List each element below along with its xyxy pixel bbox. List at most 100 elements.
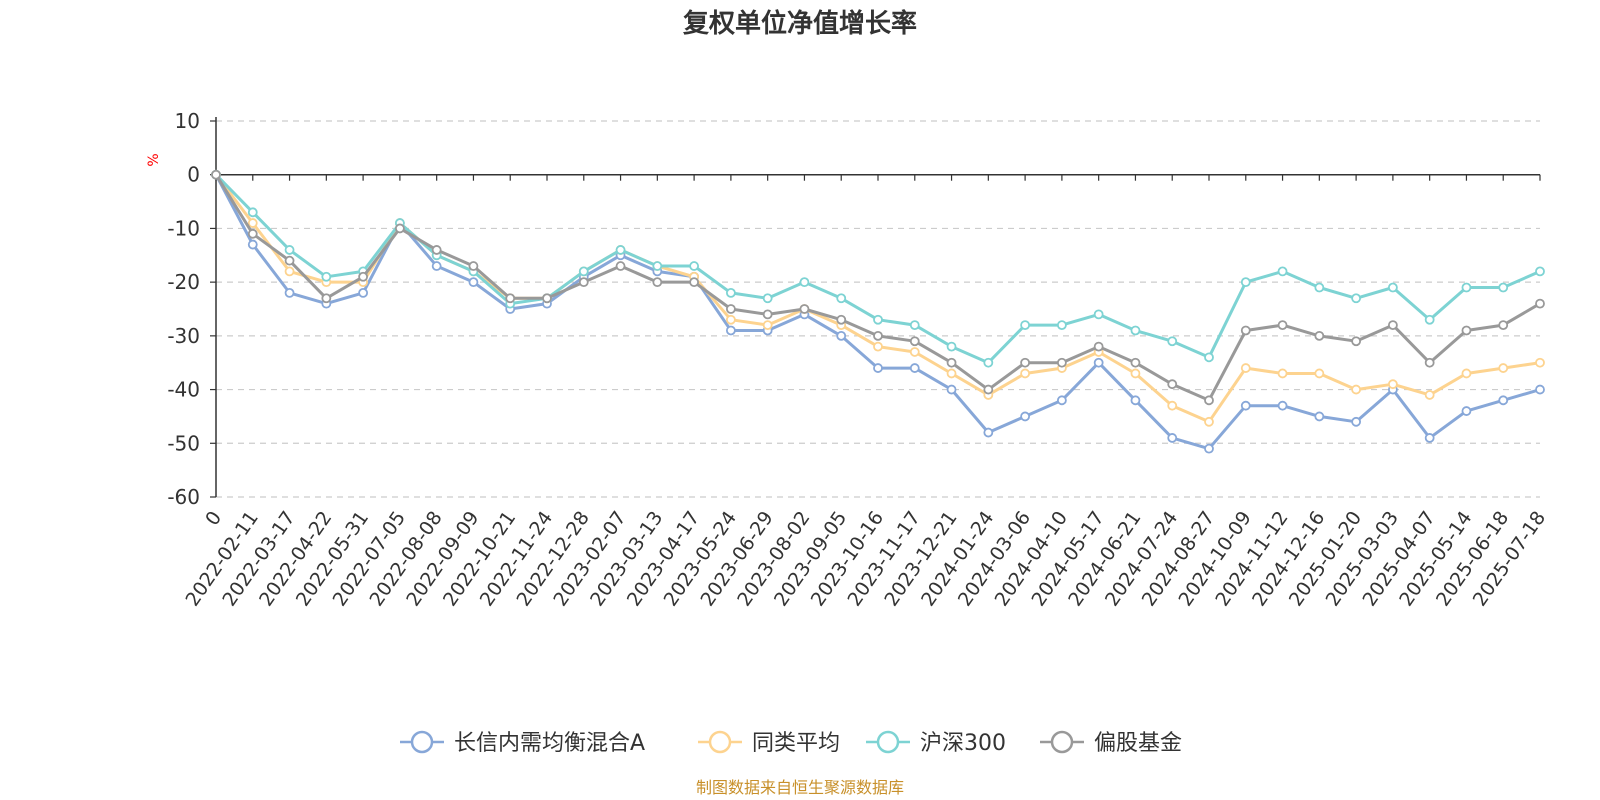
data-point (689, 277, 700, 288)
data-point (1387, 379, 1398, 390)
legend-item[interactable]: 偏股基金 (1040, 730, 1182, 756)
data-point (836, 330, 847, 341)
legend-item[interactable]: 同类平均 (698, 730, 840, 756)
data-point (873, 330, 883, 341)
data-point (321, 293, 332, 304)
data-point (1020, 411, 1031, 422)
data-point (1056, 320, 1067, 331)
data-point (1351, 416, 1362, 427)
data-point (431, 261, 442, 271)
data-point (873, 363, 883, 373)
legend-marker (708, 730, 732, 754)
data-point (725, 304, 736, 314)
legend[interactable]: 长信内需均衡混合A 同类平均 沪深300 偏股基金 (400, 730, 1182, 756)
series-group (211, 169, 1545, 406)
y-axis-unit: % (146, 153, 162, 166)
data-point (1130, 325, 1141, 336)
data-point (946, 357, 957, 368)
series-group (211, 169, 1545, 427)
data-point (1167, 336, 1178, 347)
data-point (247, 218, 258, 228)
data-point (1535, 357, 1545, 368)
data-point (946, 368, 957, 379)
data-point (1240, 400, 1251, 411)
data-point (1204, 395, 1214, 406)
data-point (909, 320, 920, 331)
legend-marker (410, 730, 434, 754)
data-point (725, 325, 736, 336)
data-point (505, 293, 516, 304)
data-point (1167, 379, 1178, 390)
data-point (1277, 400, 1288, 411)
data-point (946, 384, 957, 395)
data-point (983, 384, 994, 395)
data-point (1020, 320, 1031, 331)
data-point (1535, 298, 1545, 309)
data-point (431, 245, 442, 255)
y-tick-label: -20 (167, 270, 200, 294)
y-tick-label: 10 (175, 109, 200, 133)
data-point (1130, 395, 1141, 406)
data-point (1351, 293, 1362, 304)
y-tick-label: -60 (167, 485, 200, 509)
data-point (1167, 400, 1178, 411)
x-axis-ticks: 02022-02-112022-03-172022-04-222022-05-3… (182, 507, 1551, 610)
data-point (1167, 433, 1178, 443)
data-point (358, 271, 369, 282)
data-point (615, 261, 626, 271)
data-point (578, 277, 589, 288)
legend-label: 沪深300 (920, 731, 1006, 756)
data-point (468, 261, 479, 271)
data-point (799, 277, 810, 288)
data-point (1351, 336, 1362, 347)
data-point (1314, 368, 1325, 379)
data-point (1130, 368, 1141, 379)
y-tick-label: -50 (167, 431, 200, 455)
legend-item[interactable]: 长信内需均衡混合A (400, 730, 645, 756)
data-point (1387, 282, 1398, 293)
data-point (762, 293, 773, 304)
data-point (394, 223, 405, 234)
data-point (1093, 309, 1104, 320)
legend-item[interactable]: 沪深300 (866, 730, 1006, 756)
data-point (1056, 395, 1067, 406)
data-point (983, 357, 994, 368)
data-point (909, 363, 920, 373)
data-point (1461, 406, 1472, 416)
data-point (284, 255, 295, 266)
legend-label: 长信内需均衡混合A (454, 731, 645, 756)
series-line (214, 173, 1541, 424)
x-tick-label: 0 (201, 507, 226, 530)
data-point (909, 347, 920, 357)
series-lines (211, 169, 1545, 454)
y-tick-label: -30 (167, 324, 200, 348)
data-point (1424, 357, 1435, 368)
data-point (247, 207, 258, 218)
data-point (983, 427, 994, 438)
legend-label: 同类平均 (752, 731, 840, 756)
data-point (358, 287, 369, 298)
data-point (836, 293, 847, 304)
data-point (1424, 390, 1435, 400)
data-point (1240, 363, 1251, 373)
data-point (1204, 443, 1214, 454)
data-point (799, 304, 810, 314)
data-point (946, 341, 957, 352)
data-point (1130, 357, 1141, 368)
data-point (247, 239, 258, 250)
data-point (836, 314, 847, 325)
data-point (321, 271, 332, 282)
data-point (909, 336, 920, 347)
data-point (1314, 282, 1325, 293)
data-point (762, 320, 773, 331)
data-point (1461, 368, 1472, 379)
data-point (542, 293, 552, 304)
series-group (211, 169, 1545, 454)
data-point (615, 245, 626, 255)
data-point (1351, 384, 1362, 395)
data-point (652, 261, 663, 271)
y-axis-ticks: 10 0 -10 -20 -30 -40 -50 -60 (167, 109, 216, 509)
data-point (1498, 282, 1509, 293)
grid-lines (216, 120, 1540, 498)
